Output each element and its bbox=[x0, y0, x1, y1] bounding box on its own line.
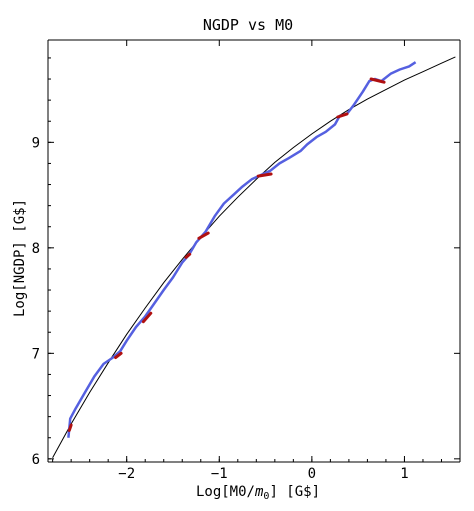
x-tick-label-0: −2 bbox=[118, 466, 135, 482]
x-axis-label-prefix: Log[M0/ bbox=[196, 484, 255, 500]
highlight-segment-4 bbox=[197, 231, 210, 240]
fit-curve bbox=[52, 56, 456, 459]
chart-title: NGDP vs M0 bbox=[203, 16, 293, 34]
x-axis-label-var: m bbox=[254, 484, 264, 500]
plot-frame bbox=[47, 39, 461, 463]
highlight-segment-2 bbox=[141, 311, 153, 324]
x-axis-label-sub: 0 bbox=[263, 491, 269, 502]
y-axis-ticks: 6 7 8 9 bbox=[32, 57, 460, 468]
x-tick-label-3: 1 bbox=[400, 466, 408, 482]
data-series-line bbox=[67, 61, 417, 438]
x-axis-label-suffix: ] [G$] bbox=[269, 484, 320, 500]
y-tick-label-1: 7 bbox=[32, 346, 40, 362]
highlight-segment-3 bbox=[184, 252, 192, 259]
x-axis-ticks: −2 −1 0 1 bbox=[52, 40, 442, 482]
highlight-segment-1 bbox=[114, 351, 123, 360]
x-axis-label: Log[M0/m0] [G$] bbox=[196, 484, 320, 502]
x-tick-label-1: −1 bbox=[211, 466, 228, 482]
y-tick-label-2: 8 bbox=[32, 241, 40, 257]
y-tick-label-0: 6 bbox=[32, 452, 40, 468]
highlight-segment-7 bbox=[369, 77, 386, 84]
y-tick-label-3: 9 bbox=[32, 135, 40, 151]
highlight-segment-5 bbox=[256, 172, 273, 178]
y-axis-label: Log[NGDP] [G$] bbox=[12, 199, 28, 317]
series-layer bbox=[52, 56, 456, 459]
highlight-segment-6 bbox=[336, 112, 349, 119]
highlight-segment-0 bbox=[67, 423, 73, 432]
x-tick-label-2: 0 bbox=[308, 466, 316, 482]
